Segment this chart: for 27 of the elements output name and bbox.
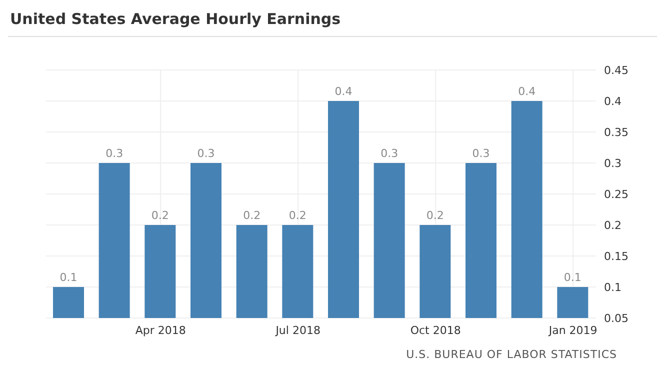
data-label: 0.2 xyxy=(426,209,444,222)
data-label: 0.2 xyxy=(288,209,306,222)
y-tick-label: 0.1 xyxy=(604,280,622,294)
data-label: 0.1 xyxy=(60,271,78,284)
y-tick-label: 0.35 xyxy=(604,126,628,139)
data-label: 0.4 xyxy=(334,85,352,98)
data-label: 0.2 xyxy=(243,209,261,222)
data-label: 0.3 xyxy=(197,147,215,160)
x-tick-label: Apr 2018 xyxy=(135,324,186,337)
chart-title: United States Average Hourly Earnings xyxy=(8,8,657,37)
data-label: 0.3 xyxy=(472,147,490,160)
text: U.S. BUREAU OF LABOR STATISTICS xyxy=(406,348,617,361)
x-tick-label: Jul 2018 xyxy=(274,324,320,337)
x-tick-label: Jan 2019 xyxy=(548,324,598,337)
data-label: 0.1 xyxy=(564,271,582,284)
data-label: 0.3 xyxy=(380,147,398,160)
y-tick-label: 0.2 xyxy=(604,218,622,232)
y-tick-label: 0.45 xyxy=(604,64,628,77)
y-tick-label: 0.4 xyxy=(604,94,622,108)
x-tick-label: Oct 2018 xyxy=(410,324,461,337)
data-label: 0.4 xyxy=(518,85,536,98)
data-label: 0.3 xyxy=(106,147,124,160)
data-label: 0.2 xyxy=(151,209,169,222)
y-tick-label: 0.25 xyxy=(604,188,628,201)
y-tick-label: 0.05 xyxy=(604,312,628,325)
y-tick-label: 0.3 xyxy=(604,156,622,170)
y-tick-label: 0.15 xyxy=(604,250,628,263)
